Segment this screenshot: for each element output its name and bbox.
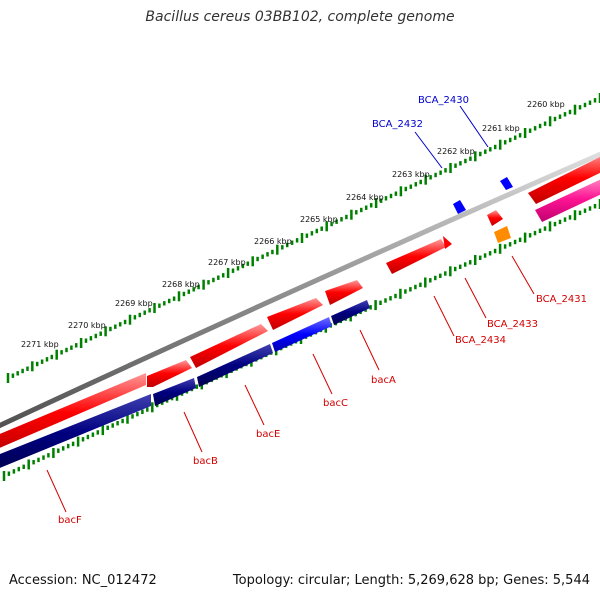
gene-label-BCA_2434: BCA_2434	[455, 335, 506, 346]
cds-BCA_2434	[386, 239, 446, 274]
scale-label-2263: 2263 kbp	[392, 170, 430, 179]
gene-label-BCA_2433: BCA_2433	[487, 319, 538, 330]
callout-lines	[46, 105, 535, 513]
scale-label-2260: 2260 kbp	[527, 100, 565, 109]
backbone	[0, 151, 600, 429]
scale-label-2265: 2265 kbp	[300, 215, 338, 224]
cds-bacC-reverse	[272, 317, 332, 352]
cds-BCA_2433	[487, 210, 503, 226]
cds-bacF-reverse	[0, 394, 151, 468]
map-title: Bacillus cereus 03BB102, complete genome	[145, 9, 455, 25]
gene-label-BCA_2430: BCA_2430	[418, 95, 469, 106]
accession-text: Accession: NC_012472	[9, 573, 157, 588]
cds-right-forward	[528, 157, 600, 204]
cds-right-pink	[535, 179, 600, 222]
scale-label-2268: 2268 kbp	[162, 280, 200, 289]
gene-label-bacB: bacB	[193, 456, 218, 467]
gene-label-bacF: bacF	[58, 515, 82, 526]
gene-label-BCA_2431: BCA_2431	[536, 294, 587, 305]
gene-labels: bacF bacB bacE bacC bacA BCA_2434 BCA_24…	[58, 95, 587, 526]
gene-label-bacE: bacE	[256, 429, 280, 440]
outer-scale-ticks	[6, 93, 600, 383]
genome-summary-text: Topology: circular; Length: 5,269,628 bp…	[232, 573, 590, 588]
gene-label-bacC: bacC	[323, 398, 348, 409]
cds-bacB-forward	[147, 360, 192, 387]
cds-bacE-reverse	[197, 344, 273, 387]
scale-label-2262: 2262 kbp	[437, 147, 475, 156]
scale-label-2271: 2271 kbp	[21, 340, 59, 349]
cds-bacE-forward	[190, 324, 268, 368]
gene-label-bacA: bacA	[371, 375, 396, 386]
cds-bacA-forward	[325, 280, 363, 305]
forward-cds-row	[0, 157, 600, 448]
scale-label-2261: 2261 kbp	[482, 124, 520, 133]
scale-label-2270: 2270 kbp	[68, 321, 106, 330]
cds-bacF-forward	[0, 373, 146, 448]
reverse-cds-row	[0, 179, 600, 468]
cds-BCA_2430	[500, 177, 513, 190]
cds-bacA-reverse	[331, 300, 370, 325]
scale-label-2264: 2264 kbp	[346, 193, 384, 202]
cds-bacC-forward	[267, 298, 323, 330]
cds-BCA_2431	[494, 226, 511, 243]
scale-label-2266: 2266 kbp	[254, 237, 292, 246]
gene-label-BCA_2432: BCA_2432	[372, 119, 423, 130]
cds-bacB-reverse	[153, 378, 196, 406]
scale-label-2269: 2269 kbp	[115, 299, 153, 308]
cds-BCA_2434-tip	[443, 236, 452, 249]
scale-labels: 2260 kbp 2261 kbp 2262 kbp 2263 kbp 2264…	[21, 100, 565, 349]
cds-BCA_2432	[453, 200, 466, 214]
scale-label-2267: 2267 kbp	[208, 258, 246, 267]
